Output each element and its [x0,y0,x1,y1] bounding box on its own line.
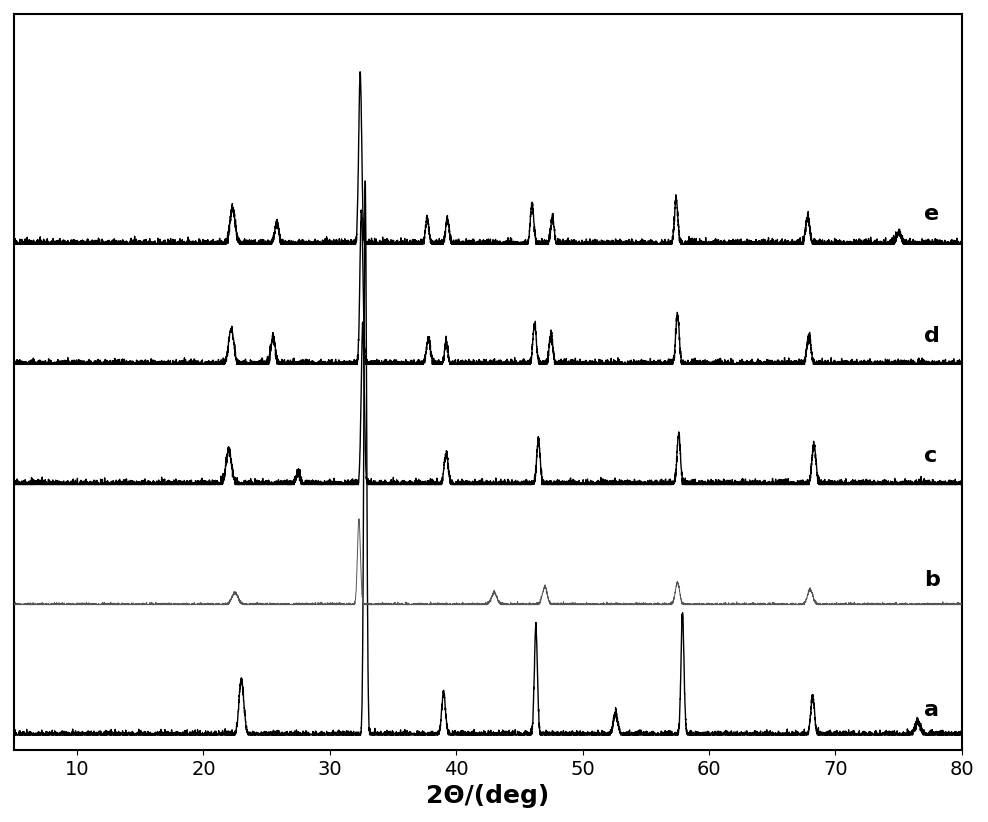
Text: e: e [924,204,939,224]
X-axis label: 2Θ/(deg): 2Θ/(deg) [426,784,549,808]
Text: b: b [924,570,940,589]
Text: d: d [924,326,940,346]
Text: c: c [924,446,938,466]
Text: a: a [924,700,939,720]
